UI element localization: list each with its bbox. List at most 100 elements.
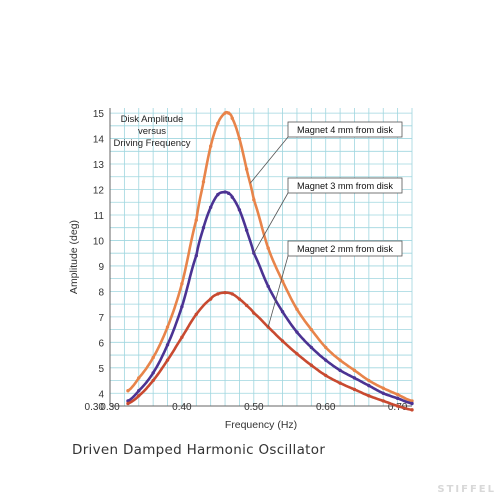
y-tick-label: 15 bbox=[93, 109, 105, 120]
data-point bbox=[180, 282, 184, 286]
grid bbox=[110, 108, 413, 406]
y-tick-label: 6 bbox=[98, 338, 104, 349]
data-point bbox=[381, 386, 385, 390]
data-point bbox=[244, 167, 249, 171]
data-point bbox=[230, 116, 234, 120]
series-3 bbox=[126, 290, 414, 412]
data-point bbox=[295, 330, 299, 334]
data-point bbox=[280, 279, 285, 283]
data-point bbox=[137, 394, 141, 398]
data-point bbox=[237, 208, 242, 212]
data-point bbox=[237, 136, 242, 141]
data-point bbox=[352, 368, 357, 373]
data-point bbox=[266, 246, 270, 250]
data-point bbox=[280, 310, 285, 314]
figure-caption: Driven Damped Harmonic Oscillator bbox=[72, 442, 326, 458]
data-point bbox=[352, 376, 357, 380]
data-point bbox=[395, 396, 400, 401]
x-tick-label: 0.30 bbox=[100, 402, 120, 413]
annotation-title-line: Disk Amplitude bbox=[121, 114, 184, 125]
data-point bbox=[165, 325, 170, 329]
data-point bbox=[252, 311, 256, 315]
data-point bbox=[180, 335, 184, 339]
data-point bbox=[226, 191, 231, 196]
y-tick-label: 9 bbox=[98, 262, 104, 273]
data-point bbox=[395, 392, 400, 397]
data-point bbox=[410, 399, 414, 403]
y-tick-label: 4 bbox=[98, 389, 104, 400]
data-point bbox=[126, 401, 130, 406]
data-point bbox=[137, 389, 141, 393]
x-tick-label: 0.40 bbox=[172, 402, 192, 413]
series-line bbox=[126, 110, 414, 403]
legend-box bbox=[287, 240, 403, 257]
data-point bbox=[252, 197, 256, 202]
data-point bbox=[244, 228, 249, 232]
y-tick-label: 14 bbox=[93, 135, 105, 146]
legend-box bbox=[287, 121, 403, 138]
watermark: STIFFEL bbox=[437, 484, 496, 495]
data-point bbox=[151, 355, 155, 360]
data-point bbox=[208, 144, 213, 148]
data-point bbox=[338, 358, 342, 362]
data-point bbox=[381, 391, 385, 395]
series-2 bbox=[126, 190, 414, 406]
data-point bbox=[295, 352, 299, 356]
x-tick-label: 0.60 bbox=[316, 402, 336, 413]
data-point bbox=[324, 358, 328, 362]
data-point bbox=[367, 378, 371, 383]
data-point bbox=[194, 254, 198, 258]
axes: 4567891011121314150.300.300.400.500.600.… bbox=[68, 108, 412, 431]
data-point bbox=[165, 343, 170, 347]
data-point bbox=[309, 363, 314, 367]
data-point bbox=[165, 358, 170, 362]
data-point bbox=[309, 345, 314, 350]
data-point bbox=[216, 121, 220, 125]
data-point bbox=[151, 378, 155, 383]
data-point bbox=[208, 297, 213, 301]
annotation-title-line: Driving Frequency bbox=[113, 138, 190, 149]
data-point bbox=[180, 304, 184, 309]
data-point bbox=[367, 394, 371, 398]
data-point bbox=[201, 180, 206, 184]
data-point bbox=[216, 292, 220, 296]
series-group bbox=[126, 110, 414, 412]
data-point bbox=[126, 389, 130, 393]
data-point bbox=[226, 111, 231, 115]
data-point bbox=[395, 404, 400, 408]
data-point bbox=[137, 376, 141, 380]
data-point bbox=[151, 371, 155, 375]
legend-label: Magnet 3 mm from disk bbox=[297, 181, 393, 191]
data-point bbox=[237, 297, 242, 301]
data-point bbox=[223, 290, 227, 295]
data-point bbox=[230, 195, 234, 199]
data-point bbox=[244, 303, 249, 308]
data-point bbox=[266, 284, 270, 288]
y-tick-label: 13 bbox=[93, 160, 105, 171]
labels: Disk Amplitude versus Driving Frequency Mag… bbox=[113, 114, 403, 328]
legend-leader-line bbox=[249, 136, 289, 184]
series-line bbox=[126, 190, 414, 405]
y-tick-label: 11 bbox=[94, 211, 105, 222]
legend-leader-line bbox=[267, 255, 289, 328]
data-point bbox=[280, 339, 285, 343]
data-point bbox=[338, 368, 342, 373]
x-tick-label: 0.50 bbox=[244, 402, 264, 413]
legend-callout-3: Magnet 2 mm from disk bbox=[267, 240, 403, 328]
y-tick-label: 12 bbox=[93, 186, 105, 197]
data-point bbox=[367, 383, 371, 388]
data-point bbox=[208, 205, 213, 210]
legend-label: Magnet 4 mm from disk bbox=[297, 125, 393, 135]
data-point bbox=[338, 381, 342, 385]
chart-annotation-title: Disk Amplitude versus Driving Frequency bbox=[113, 114, 190, 149]
x-axis-title: Frequency (Hz) bbox=[225, 419, 297, 431]
annotation-title-line: versus bbox=[138, 126, 166, 137]
data-point bbox=[216, 192, 220, 197]
y-tick-label: 7 bbox=[98, 313, 104, 324]
series-line bbox=[126, 291, 414, 412]
data-point bbox=[324, 345, 328, 350]
y-tick-label: 5 bbox=[98, 364, 104, 375]
data-point bbox=[381, 399, 385, 403]
data-point bbox=[194, 312, 198, 317]
